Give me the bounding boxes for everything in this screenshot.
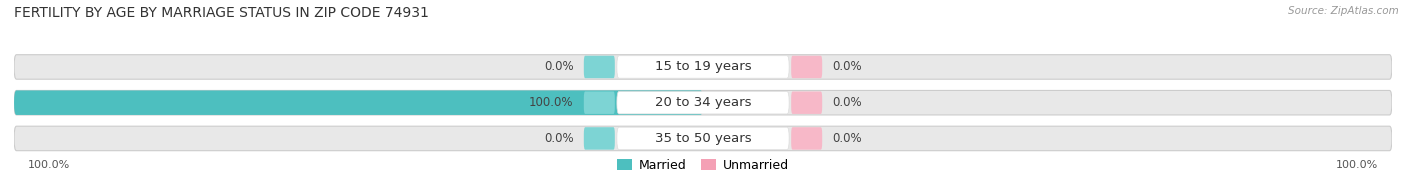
Text: 100.0%: 100.0% (529, 96, 574, 109)
FancyBboxPatch shape (14, 55, 1392, 79)
FancyBboxPatch shape (792, 92, 823, 114)
Text: 20 to 34 years: 20 to 34 years (655, 96, 751, 109)
Text: 0.0%: 0.0% (832, 132, 862, 145)
FancyBboxPatch shape (792, 56, 823, 78)
FancyBboxPatch shape (14, 90, 703, 115)
Text: 0.0%: 0.0% (832, 60, 862, 74)
FancyBboxPatch shape (583, 92, 614, 114)
FancyBboxPatch shape (617, 56, 789, 78)
Text: 35 to 50 years: 35 to 50 years (655, 132, 751, 145)
FancyBboxPatch shape (14, 126, 1392, 151)
Text: 0.0%: 0.0% (544, 132, 574, 145)
FancyBboxPatch shape (792, 127, 823, 150)
Text: 15 to 19 years: 15 to 19 years (655, 60, 751, 74)
FancyBboxPatch shape (583, 127, 614, 150)
FancyBboxPatch shape (583, 56, 614, 78)
Text: 100.0%: 100.0% (28, 160, 70, 170)
Text: FERTILITY BY AGE BY MARRIAGE STATUS IN ZIP CODE 74931: FERTILITY BY AGE BY MARRIAGE STATUS IN Z… (14, 6, 429, 20)
Text: 100.0%: 100.0% (1336, 160, 1378, 170)
FancyBboxPatch shape (14, 90, 1392, 115)
FancyBboxPatch shape (617, 127, 789, 150)
FancyBboxPatch shape (617, 92, 789, 114)
Text: 0.0%: 0.0% (544, 60, 574, 74)
Text: 0.0%: 0.0% (832, 96, 862, 109)
Legend: Married, Unmarried: Married, Unmarried (612, 154, 794, 177)
Text: Source: ZipAtlas.com: Source: ZipAtlas.com (1288, 6, 1399, 16)
